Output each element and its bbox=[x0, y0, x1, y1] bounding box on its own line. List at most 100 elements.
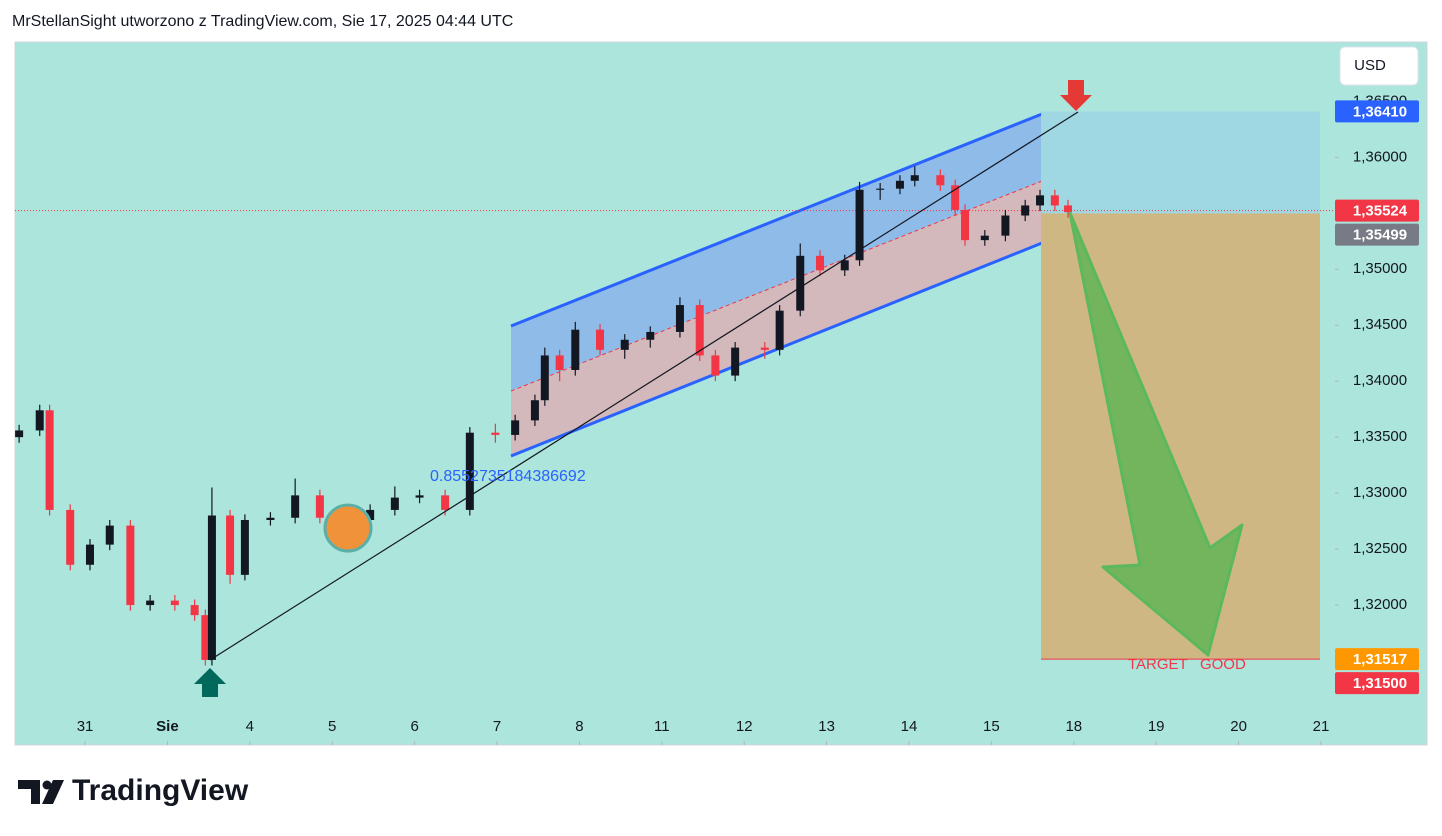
x-tick-label: 13 bbox=[818, 718, 835, 735]
up-arrow bbox=[194, 668, 226, 697]
y-tick-label: 1,34000 bbox=[1353, 372, 1407, 389]
circle-marker bbox=[323, 503, 373, 553]
drawings-front: 0.8552735184386692 TARGET GOOD bbox=[194, 80, 1246, 697]
candle-body bbox=[207, 515, 216, 660]
x-tick-label: 12 bbox=[736, 718, 753, 735]
y-tick-label: 1,32500 bbox=[1353, 540, 1407, 557]
candle-body bbox=[1064, 205, 1073, 213]
candle-body bbox=[170, 600, 179, 606]
candle-body bbox=[415, 495, 424, 498]
candle-body bbox=[45, 410, 54, 510]
price-label-bg bbox=[1335, 100, 1419, 123]
stop-zone bbox=[1041, 111, 1320, 214]
x-tick-label: 21 bbox=[1313, 718, 1330, 735]
candle-body bbox=[620, 339, 629, 350]
candle-body bbox=[555, 355, 564, 370]
candle-body bbox=[366, 509, 375, 520]
target-arrow bbox=[1068, 211, 1244, 657]
x-tick-label: 7 bbox=[493, 718, 501, 735]
y-tick-label: 1,34500 bbox=[1353, 316, 1407, 333]
candle-body bbox=[951, 185, 960, 210]
candle-body bbox=[240, 519, 249, 575]
candle-body bbox=[711, 355, 720, 376]
candle-body bbox=[1001, 215, 1010, 236]
logo-mark bbox=[18, 780, 40, 804]
candle-body bbox=[530, 400, 539, 421]
candle-body bbox=[465, 432, 474, 510]
price-label-bg bbox=[1335, 199, 1419, 222]
target-label: TARGET GOOD bbox=[1128, 656, 1246, 673]
x-tick-label: 8 bbox=[575, 718, 583, 735]
price-label: 1,36410 bbox=[1353, 103, 1407, 120]
x-tick-label: 18 bbox=[1065, 718, 1082, 735]
candle-body bbox=[540, 355, 549, 401]
axes: 1,31500 1,32000 1,32500 1,33000 1,33500 1,340… bbox=[77, 92, 1419, 745]
price-label-bg bbox=[1335, 648, 1419, 671]
candle-body bbox=[390, 497, 399, 510]
x-tick-label: 15 bbox=[983, 718, 1000, 735]
candle-body bbox=[201, 615, 210, 660]
candle-body bbox=[816, 255, 825, 271]
price-label-bg bbox=[1335, 223, 1419, 246]
candle-body bbox=[895, 180, 904, 189]
x-tick-label: 4 bbox=[246, 718, 254, 735]
y-tick-label: 1,33000 bbox=[1353, 484, 1407, 501]
x-tick-label: 11 bbox=[654, 718, 670, 735]
candle-body bbox=[876, 188, 885, 190]
y-tick-label: 1,36000 bbox=[1353, 148, 1407, 165]
candle-body bbox=[961, 209, 970, 241]
x-tick-label: 19 bbox=[1148, 718, 1165, 735]
y-tick-label: 1,32000 bbox=[1353, 596, 1407, 613]
candle-body bbox=[491, 432, 500, 435]
logo-mark bbox=[42, 780, 64, 804]
candle-body bbox=[35, 410, 44, 431]
candle-body bbox=[760, 347, 769, 350]
candle-body bbox=[66, 509, 75, 565]
candle-body bbox=[441, 495, 450, 510]
y-tick-label: 1,33500 bbox=[1353, 428, 1407, 445]
price-label: 1,35499 bbox=[1353, 227, 1407, 244]
candle-body bbox=[190, 605, 199, 616]
candle-body bbox=[315, 495, 324, 518]
price-label-bg bbox=[1335, 672, 1419, 695]
candle-body bbox=[126, 525, 135, 606]
price-label: 1,31500 bbox=[1353, 675, 1407, 692]
candle-body bbox=[226, 515, 235, 575]
annotation: 0.8552735184386692 bbox=[430, 468, 586, 485]
candle-body bbox=[266, 517, 275, 520]
candle-body bbox=[1036, 195, 1045, 206]
y-tick-label: 1,35000 bbox=[1353, 260, 1407, 277]
candle-body bbox=[840, 260, 849, 271]
candle-body bbox=[980, 235, 989, 241]
candle-body bbox=[511, 420, 520, 435]
candle-body bbox=[1021, 205, 1030, 216]
candle-body bbox=[695, 305, 704, 356]
candle-body bbox=[910, 175, 919, 181]
logo: TradingView bbox=[18, 774, 249, 807]
candle-body bbox=[675, 305, 684, 332]
candle-body bbox=[731, 347, 740, 376]
x-tick-label: Sie bbox=[156, 718, 179, 735]
candle-body bbox=[146, 600, 155, 606]
channel-top bbox=[510, 112, 1043, 328]
candle-body bbox=[571, 329, 580, 370]
candle-body bbox=[15, 430, 24, 438]
candle-body bbox=[936, 175, 945, 186]
channel-upper bbox=[511, 114, 1042, 391]
candle-body bbox=[646, 331, 655, 340]
candle-body bbox=[855, 189, 864, 261]
x-tick-label: 20 bbox=[1230, 718, 1247, 735]
candles bbox=[15, 166, 1073, 666]
logo-mark bbox=[42, 780, 52, 790]
header: MrStellanSight utworzono z TradingView.c… bbox=[12, 13, 513, 30]
price-label: 1,35524 bbox=[1353, 203, 1408, 220]
x-tick-label: 5 bbox=[328, 718, 336, 735]
x-tick-label: 31 bbox=[77, 718, 94, 735]
currency-button[interactable] bbox=[1339, 46, 1419, 86]
price-label: 1,31517 bbox=[1353, 651, 1407, 668]
down-arrow bbox=[1060, 80, 1092, 111]
candle-body bbox=[775, 310, 784, 350]
x-tick-label: 14 bbox=[901, 718, 918, 735]
